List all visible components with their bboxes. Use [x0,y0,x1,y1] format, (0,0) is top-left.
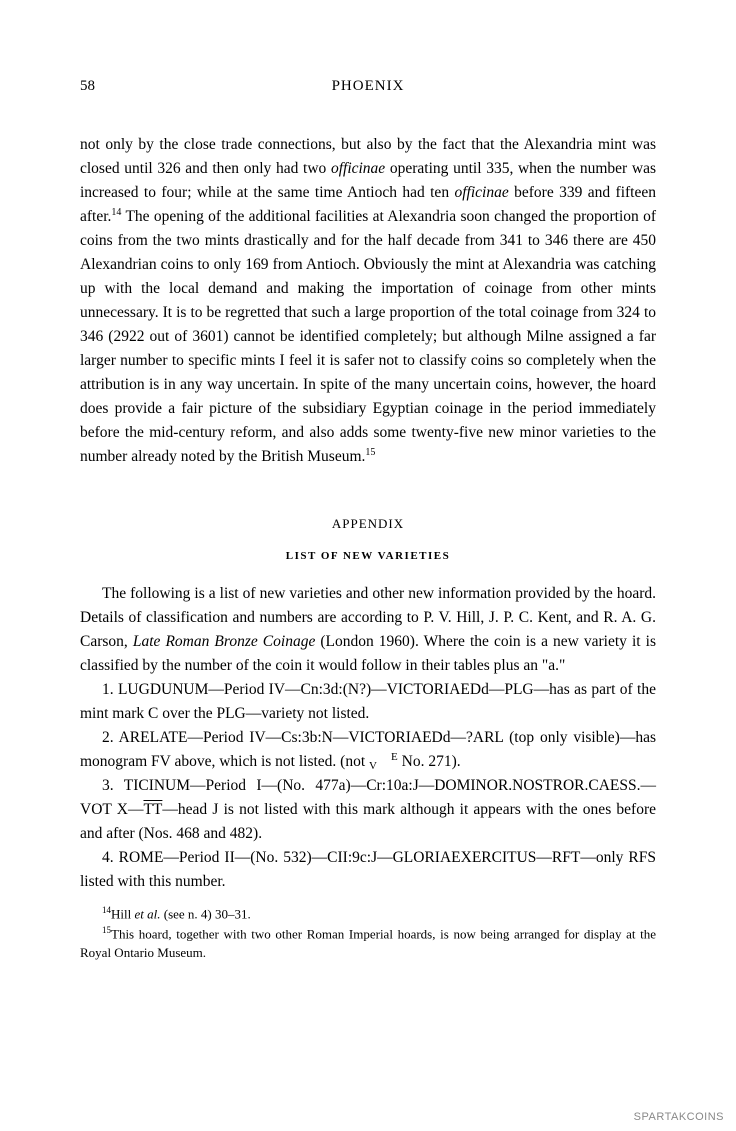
page-number: 58 [80,78,95,95]
appendix-subheader: LIST OF NEW VARIETIES [80,550,656,562]
body-text-segment: The opening of the additional facilities… [80,208,656,465]
variety-item-3: 3. TICINUM—Period I—(No. 477a)—Cr:10a:J—… [80,774,656,846]
overline-text: TT [143,801,162,818]
footnote-text: (see n. 4) 30–31. [160,906,250,921]
footnote-number: 14 [102,905,111,915]
appendix-intro: The following is a list of new varieties… [80,582,656,678]
ev-bottom: V [369,760,377,772]
book-title: Late Roman Bronze Coinage [133,633,315,650]
italic-term: officinae [331,160,385,177]
item-segment: 2. ARELATE—Period IV—Cs:3b:N—VICTORIAEDd… [80,729,656,770]
main-body-paragraph: not only by the close trade connections,… [80,133,656,470]
page-header: 58 PHOENIX [80,78,656,95]
variety-item-4: 4. ROME—Period II—(No. 532)—CII:9c:J—GLO… [80,846,656,894]
footnote-ref: 15 [365,447,375,458]
italic-term: officinae [454,184,508,201]
variety-item-2: 2. ARELATE—Period IV—Cs:3b:N—VICTORIAEDd… [80,726,656,774]
ev-top: E [391,751,398,763]
item-segment: —head J is not listed with this mark alt… [80,801,656,842]
footnotes-block: 14Hill et al. (see n. 4) 30–31. 15This h… [80,904,656,963]
watermark: SPARTAKCOINS [634,1111,724,1123]
monogram-ev: EV [369,753,398,771]
variety-item-1: 1. LUGDUNUM—Period IV—Cn:3d:(N?)—VICTORI… [80,678,656,726]
footnote-ref: 14 [111,207,121,218]
footnote-number: 15 [102,925,111,935]
footnote-italic: et al. [134,906,160,921]
footnote-15: 15This hoard, together with two other Ro… [80,924,656,963]
item-segment: No. 271). [398,753,461,770]
footnote-text: This hoard, together with two other Roma… [80,926,656,960]
page-title: PHOENIX [332,78,405,95]
footnote-text: Hill [111,906,134,921]
footnote-14: 14Hill et al. (see n. 4) 30–31. [80,904,656,924]
appendix-header: APPENDIX [80,516,656,532]
